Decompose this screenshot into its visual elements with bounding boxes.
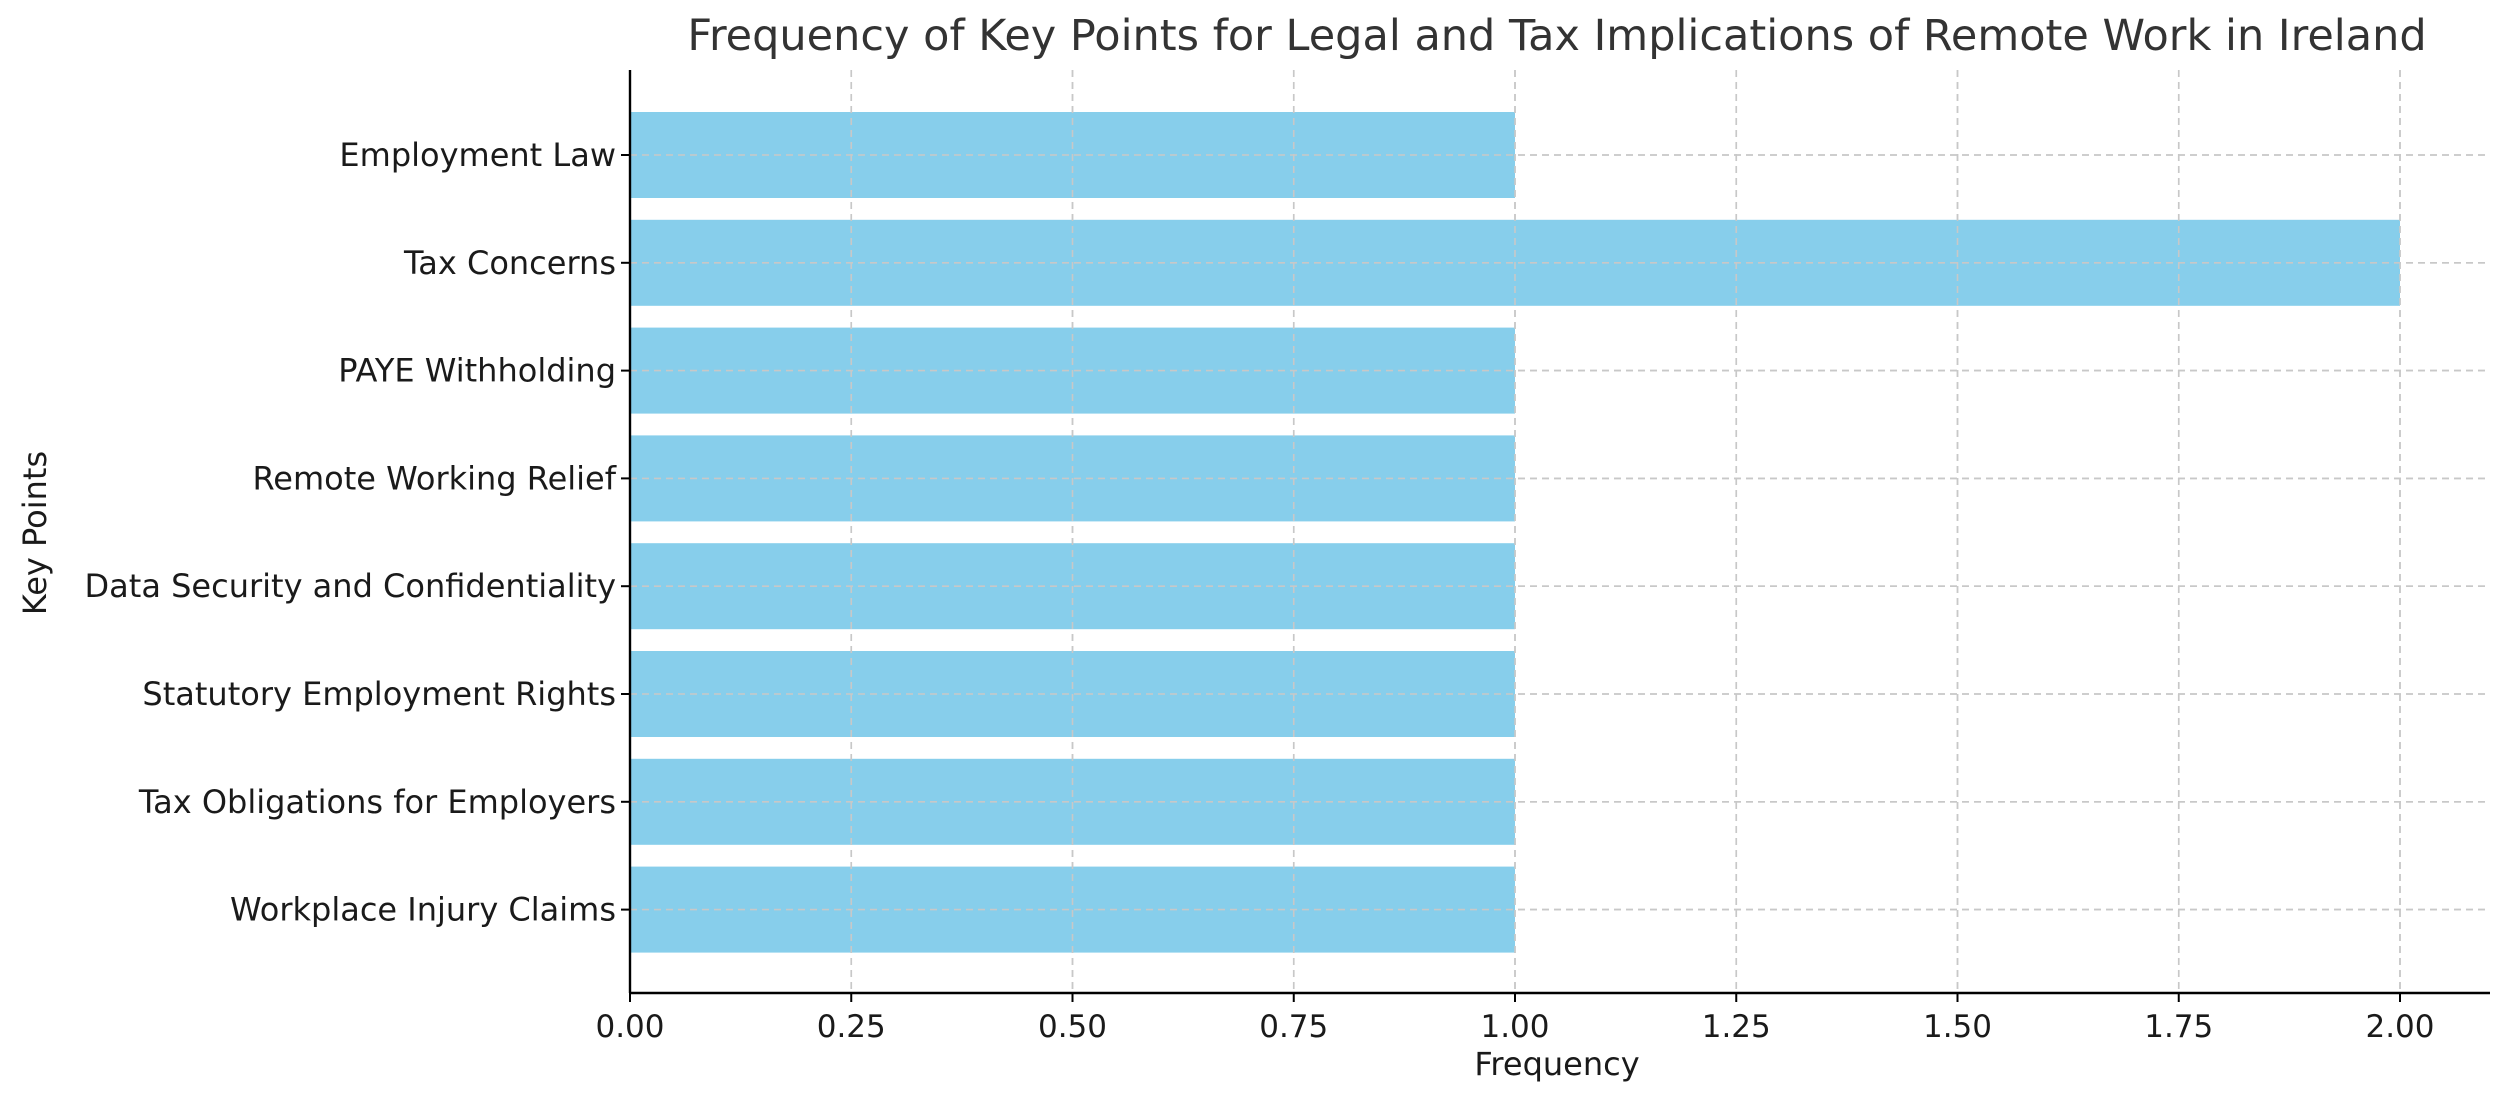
x-tick-label: 1.00 xyxy=(1480,1009,1549,1045)
x-tick-labels: 0.00 0.25 0.50 0.75 1.00 1.25 1.50 1.75 2.00 xyxy=(595,1009,2434,1045)
y-tick-label: Statutory Employment Rights xyxy=(142,675,616,713)
y-tick-label: Tax Obligations for Employers xyxy=(138,783,616,821)
x-tick-label: 1.75 xyxy=(2144,1009,2213,1045)
x-tick-label: 1.50 xyxy=(1923,1009,1992,1045)
x-tick-label: 0.50 xyxy=(1038,1009,1107,1045)
y-tick-label: Remote Working Relief xyxy=(252,459,616,497)
y-tick-label: Workplace Injury Claims xyxy=(230,891,616,929)
x-tick-label: 1.25 xyxy=(1702,1009,1771,1045)
y-axis-label: Key Points xyxy=(16,451,54,615)
axes xyxy=(621,70,2490,1002)
y-tick-label: Employment Law xyxy=(339,136,616,174)
x-axis-label: Frequency xyxy=(1474,1045,1639,1083)
x-tick-label: 0.25 xyxy=(817,1009,886,1045)
x-tick-label: 0.00 xyxy=(595,1009,664,1045)
x-tick-label: 0.75 xyxy=(1259,1009,1328,1045)
y-tick-label: Data Security and Confidentiality xyxy=(85,567,616,605)
y-tick-label: Tax Concerns xyxy=(403,244,616,282)
x-tick-label: 2.00 xyxy=(2365,1009,2434,1045)
chart-title: Frequency of Key Points for Legal and Ta… xyxy=(687,11,2426,61)
grid-lines xyxy=(629,70,2490,993)
bars xyxy=(629,70,2490,993)
y-tick-label: PAYE Withholding xyxy=(338,352,616,390)
y-tick-labels: Employment Law Tax Concerns PAYE Withholdi… xyxy=(85,136,617,929)
